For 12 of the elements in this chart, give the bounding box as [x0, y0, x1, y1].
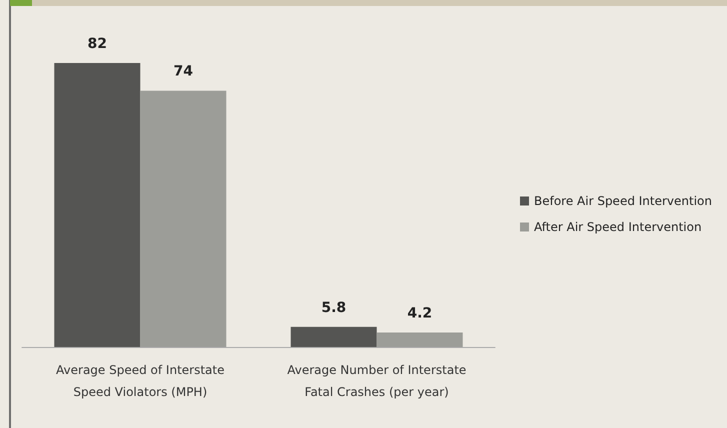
data-label: 5.8: [321, 300, 346, 316]
legend-label: Before Air Speed Intervention: [534, 194, 712, 208]
data-label: 82: [88, 36, 107, 52]
data-label: 74: [174, 64, 194, 80]
legend-label: After Air Speed Intervention: [534, 220, 702, 234]
bar: [376, 332, 463, 347]
bar: [140, 90, 226, 347]
x-tick-label: Average Speed of Interstate Speed Violators (MPH): [56, 363, 224, 399]
x-tick-label: Average Number of Interstate Fatal Crashes (per year): [287, 363, 466, 399]
data-label: 4.2: [407, 305, 432, 322]
bar: [290, 326, 377, 347]
bar: [54, 63, 140, 347]
